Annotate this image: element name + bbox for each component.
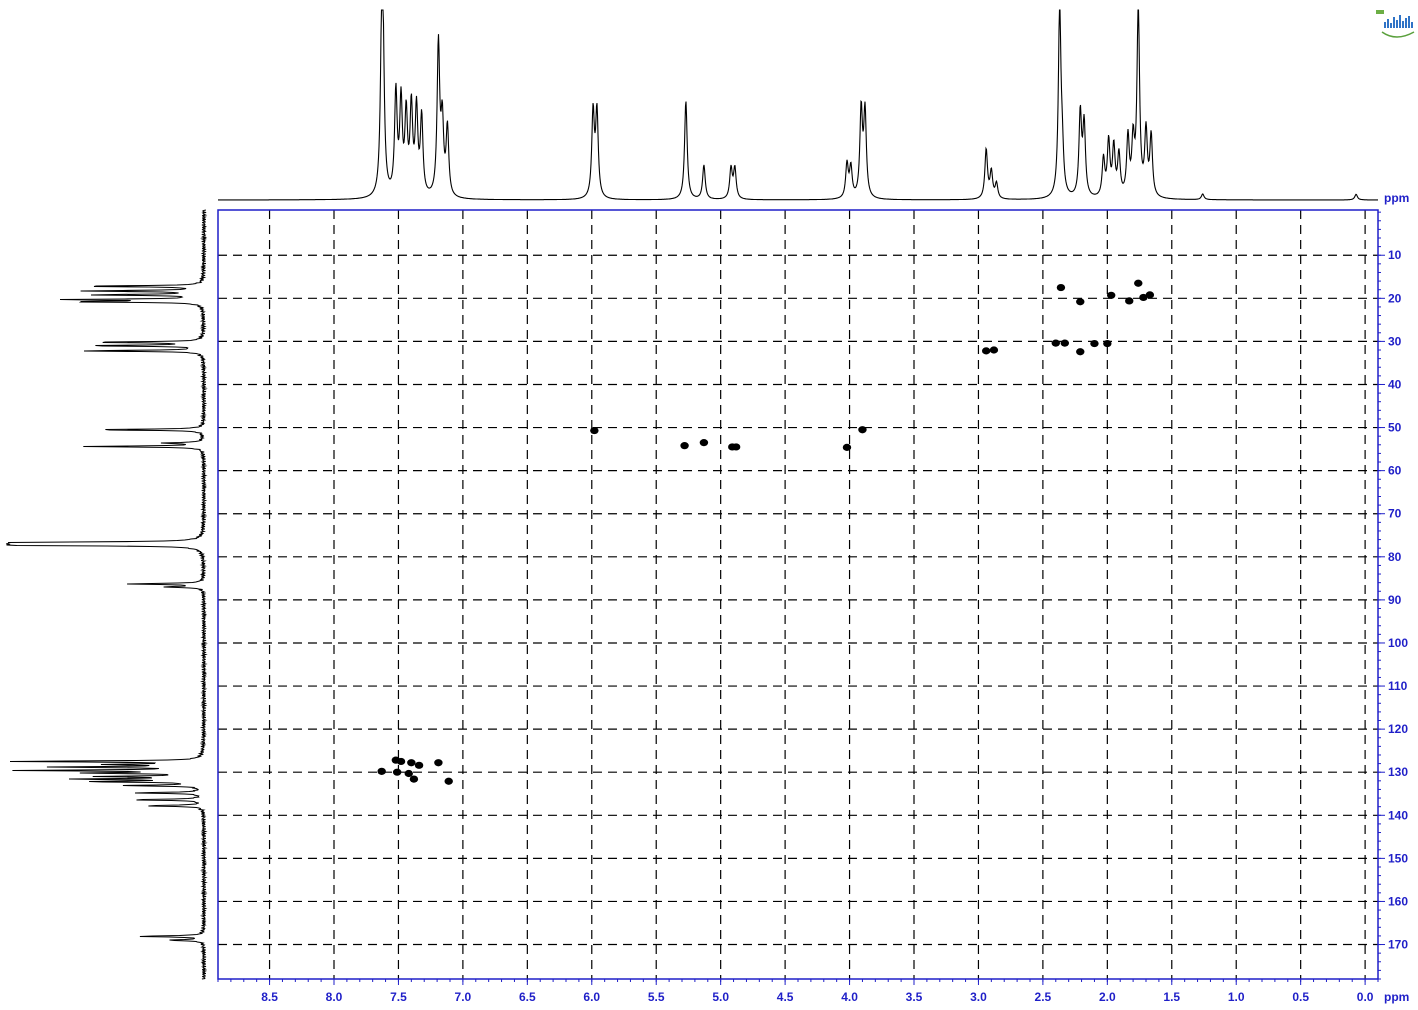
logo-bar: [1384, 22, 1386, 28]
cross-peak: [404, 769, 413, 778]
logo-bar: [1411, 22, 1413, 28]
cross-peak: [407, 759, 416, 767]
y-tick-label: 150: [1388, 851, 1408, 865]
cross-peak: [731, 443, 741, 451]
x-tick-label: 7.5: [390, 990, 407, 1004]
logo-bar: [1387, 19, 1389, 28]
cross-peak: [392, 768, 402, 776]
y-tick-label: 50: [1388, 421, 1402, 435]
cross-peak: [1125, 297, 1134, 305]
plot-frame: [217, 209, 1379, 980]
x-tick-label: 5.0: [712, 990, 729, 1004]
instrument-logo-icon: [1376, 10, 1415, 38]
x-tick-label: 3.5: [906, 990, 923, 1004]
cross-peak: [1090, 339, 1099, 348]
x-tick-label: 4.0: [841, 990, 858, 1004]
y-tick-label: 20: [1388, 291, 1402, 305]
cross-peak: [414, 761, 424, 769]
cross-peak: [444, 777, 453, 785]
cross-peak: [1056, 283, 1066, 292]
x-tick-label: 8.5: [261, 990, 278, 1004]
y-tick-label: 120: [1388, 722, 1408, 736]
chart-grid: [218, 210, 1378, 979]
x-tick-label: 0.5: [1292, 990, 1309, 1004]
cross-peak: [1139, 293, 1148, 302]
x-tick-label: 2.5: [1035, 990, 1052, 1004]
cross-peak: [396, 757, 406, 766]
cross-peak: [1051, 339, 1060, 347]
logo-bar: [1399, 15, 1401, 28]
cross-peak: [1103, 339, 1112, 348]
cross-peak: [1076, 298, 1085, 306]
y-tick-label: 10: [1388, 248, 1402, 262]
cross-peak: [377, 767, 386, 775]
cross-peak: [1060, 339, 1070, 347]
proton-projection-path: [218, 9, 1378, 201]
cross-peak: [409, 775, 419, 783]
cross-peak: [1134, 279, 1143, 287]
x-axis-unit-label: ppm: [1384, 990, 1409, 1004]
y-tick-label: 90: [1388, 593, 1402, 607]
x-tick-label: 1.0: [1228, 990, 1245, 1004]
x-tick-label: 8.0: [326, 990, 343, 1004]
x-tick-label: 6.0: [583, 990, 600, 1004]
logo-swoosh: [1381, 31, 1415, 38]
cross-peaks: [377, 279, 1155, 785]
logo-bar: [1408, 16, 1410, 28]
x-tick-label: 3.0: [970, 990, 987, 1004]
x-tick-label: 6.5: [519, 990, 536, 1004]
y-tick-label: 160: [1388, 894, 1408, 908]
cross-peak: [842, 443, 852, 451]
logo-bar: [1393, 17, 1395, 28]
x-axis: 8.5 8.0 7.5 7.0 6.5 6.0 5.5 5.0 4.5 4.0 3.5 3.0 2.5 2…: [217, 979, 1379, 1004]
x-tick-label: 2.0: [1099, 990, 1116, 1004]
x-tick-label: 0.0: [1357, 990, 1374, 1004]
x-tick-label: 4.5: [777, 990, 794, 1004]
cross-peak: [680, 442, 689, 450]
x-tick-label: 7.0: [455, 990, 472, 1004]
y-axis-unit-label: ppm: [1384, 191, 1409, 205]
cross-peak: [434, 759, 443, 767]
y-tick-label: 80: [1388, 550, 1402, 564]
cross-peak: [858, 426, 867, 434]
cross-peak: [699, 439, 709, 447]
y-tick-label: 170: [1388, 938, 1408, 952]
logo-bar: [1390, 23, 1392, 28]
y-axis: 10 20 30 40 50 60 70 80 90 100 110 120 130 140 150 160 1…: [1378, 211, 1408, 980]
y-tick-label: 140: [1388, 808, 1408, 822]
y-tick-label: 110: [1388, 679, 1408, 693]
logo-bar: [1396, 20, 1398, 28]
cross-peak: [1107, 291, 1116, 299]
y-tick-label: 130: [1388, 765, 1408, 779]
y-tick-label: 100: [1388, 636, 1408, 650]
logo-bar: [1405, 18, 1407, 28]
cross-peak: [1145, 291, 1155, 299]
cross-peak: [981, 347, 991, 355]
logo-mark: [1376, 10, 1384, 14]
cross-peak: [989, 346, 999, 354]
y-tick-label: 60: [1388, 464, 1402, 478]
cross-peak: [1076, 348, 1085, 356]
y-tick-label: 40: [1388, 377, 1402, 391]
y-tick-label: 30: [1388, 334, 1402, 348]
carbon-projection-path: [5, 209, 208, 980]
cross-peak: [590, 426, 599, 435]
logo-bar: [1402, 21, 1404, 28]
carbon-projection-trace: [5, 209, 208, 980]
x-tick-label: 5.5: [648, 990, 665, 1004]
y-tick-label: 70: [1388, 507, 1402, 521]
proton-projection-trace: [218, 9, 1378, 201]
x-tick-label: 1.5: [1163, 990, 1180, 1004]
